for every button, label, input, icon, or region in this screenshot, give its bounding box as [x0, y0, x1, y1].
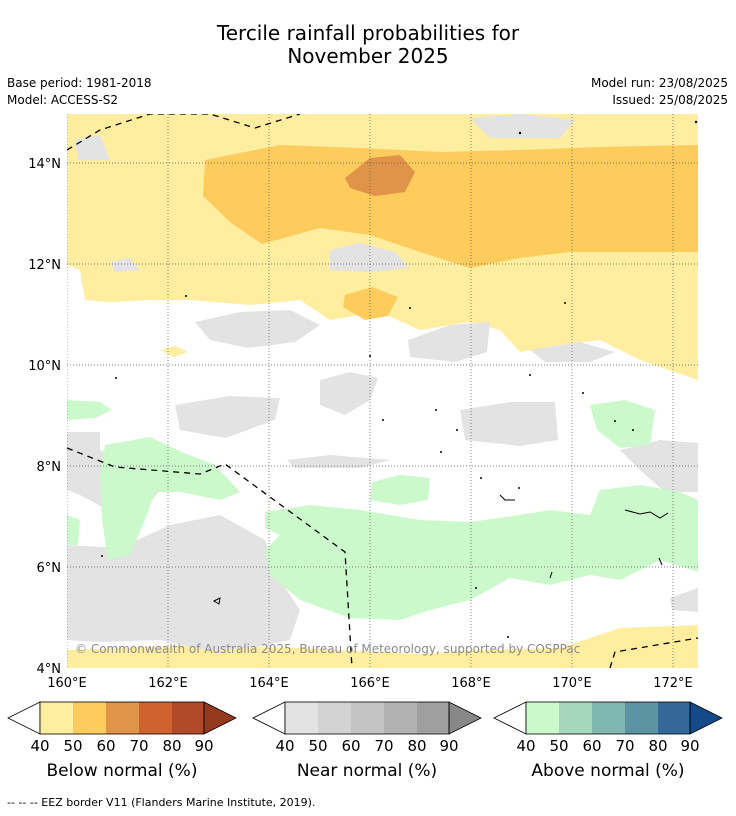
lon-ticks: 160°E 162°E 164°E 166°E 168°E 170°E 172°…: [47, 676, 693, 691]
issued-date: Issued: 25/08/2025: [612, 93, 728, 107]
colorbar-near-normal: 40 50 60 70 80 90: [252, 701, 482, 755]
cb-swatch: [417, 702, 449, 734]
gridlines: [67, 114, 698, 668]
lon-tick: 166°E: [350, 676, 390, 691]
cb-tick: 90: [194, 737, 213, 755]
map-title: Tercile rainfall probabilities for Novem…: [0, 22, 736, 68]
lat-tick: 12°N: [28, 258, 61, 273]
below-normal-50-patch: [343, 287, 398, 320]
meta-left: Base period: 1981-2018 Model: ACCESS-S2: [7, 75, 152, 109]
cb-tick: 60: [96, 737, 115, 755]
model-name: Model: ACCESS-S2: [7, 93, 119, 107]
cb-swatch: [625, 702, 658, 734]
lon-tick: 172°E: [653, 676, 693, 691]
cb-tick: 50: [63, 737, 82, 755]
lat-ticks: 14°N 12°N 10°N 8°N 6°N 4°N: [28, 157, 61, 677]
cb-tick: 40: [30, 737, 49, 755]
eez-borders: [67, 114, 698, 668]
colorbar-near-label: Near normal (%): [296, 761, 438, 781]
cb-swatch: [658, 702, 690, 734]
copyright-text: © Commonwealth of Australia 2025, Bureau…: [75, 642, 580, 656]
model-run: Model run: 23/08/2025: [590, 76, 728, 90]
above-normal-regions: [67, 400, 698, 620]
below-normal-40-dot: [160, 346, 188, 357]
title-line-1: Tercile rainfall probabilities for: [216, 21, 520, 45]
eez-footnote: -- -- -- EEZ border V11 (Flanders Marine…: [7, 796, 316, 809]
cb-tick: 60: [341, 737, 360, 755]
cb-swatch: [559, 702, 592, 734]
cb-tick: 70: [374, 737, 393, 755]
cb-swatch: [139, 702, 172, 734]
title-line-2: November 2025: [287, 44, 449, 68]
below-normal-40-south: [67, 625, 698, 668]
cb-swatch: [384, 702, 417, 734]
lat-tick: 10°N: [28, 359, 61, 374]
cb-swatch: [203, 701, 237, 735]
cb-tick: 80: [648, 737, 667, 755]
below-normal-50-region: [203, 145, 698, 268]
cb-swatch: [526, 702, 559, 734]
cb-tick: 60: [582, 737, 601, 755]
cb-swatch: [318, 702, 351, 734]
cb-tick: 90: [439, 737, 458, 755]
lon-tick: 170°E: [552, 676, 592, 691]
cb-swatch: [285, 702, 318, 734]
cb-swatch: [689, 701, 723, 735]
lon-tick: 162°E: [148, 676, 188, 691]
cb-tick: 90: [680, 737, 699, 755]
lat-tick: 8°N: [37, 460, 62, 475]
cb-tick: 70: [129, 737, 148, 755]
cb-tick: 50: [308, 737, 327, 755]
cb-tick: 80: [162, 737, 181, 755]
colorbar-below-label: Below normal (%): [46, 761, 198, 781]
island-dots: [101, 120, 698, 638]
meta-right: Model run: 23/08/2025 Issued: 25/08/2025: [591, 75, 728, 109]
cb-tick: 70: [615, 737, 634, 755]
lat-tick: 14°N: [28, 157, 61, 172]
lon-tick: 168°E: [451, 676, 491, 691]
below-normal-60-region: [345, 155, 415, 196]
cb-tick: 80: [407, 737, 426, 755]
probability-field: © Commonwealth of Australia 2025, Bureau…: [67, 114, 698, 668]
cb-swatch: [448, 701, 482, 735]
colorbar-above-normal: 40 50 60 70 80 90: [493, 701, 723, 755]
lat-tick: 6°N: [37, 561, 62, 576]
cb-swatch: [73, 702, 106, 734]
lon-tick: 160°E: [47, 676, 87, 691]
cb-swatch: [40, 702, 73, 734]
cb-swatch: [592, 702, 625, 734]
base-period: Base period: 1981-2018: [7, 76, 152, 90]
lon-tick: 164°E: [249, 676, 289, 691]
islands: [212, 494, 669, 605]
colorbar-below-normal: 40 50 60 70 80 90: [7, 701, 237, 755]
cb-swatch: [351, 702, 384, 734]
cb-tick: 40: [275, 737, 294, 755]
cb-swatch: [106, 702, 139, 734]
colorbar-above-label: Above normal (%): [531, 761, 685, 781]
lat-tick: 4°N: [37, 662, 62, 677]
cb-tick: 40: [516, 737, 535, 755]
cb-tick: 50: [549, 737, 568, 755]
cb-swatch: [172, 702, 204, 734]
